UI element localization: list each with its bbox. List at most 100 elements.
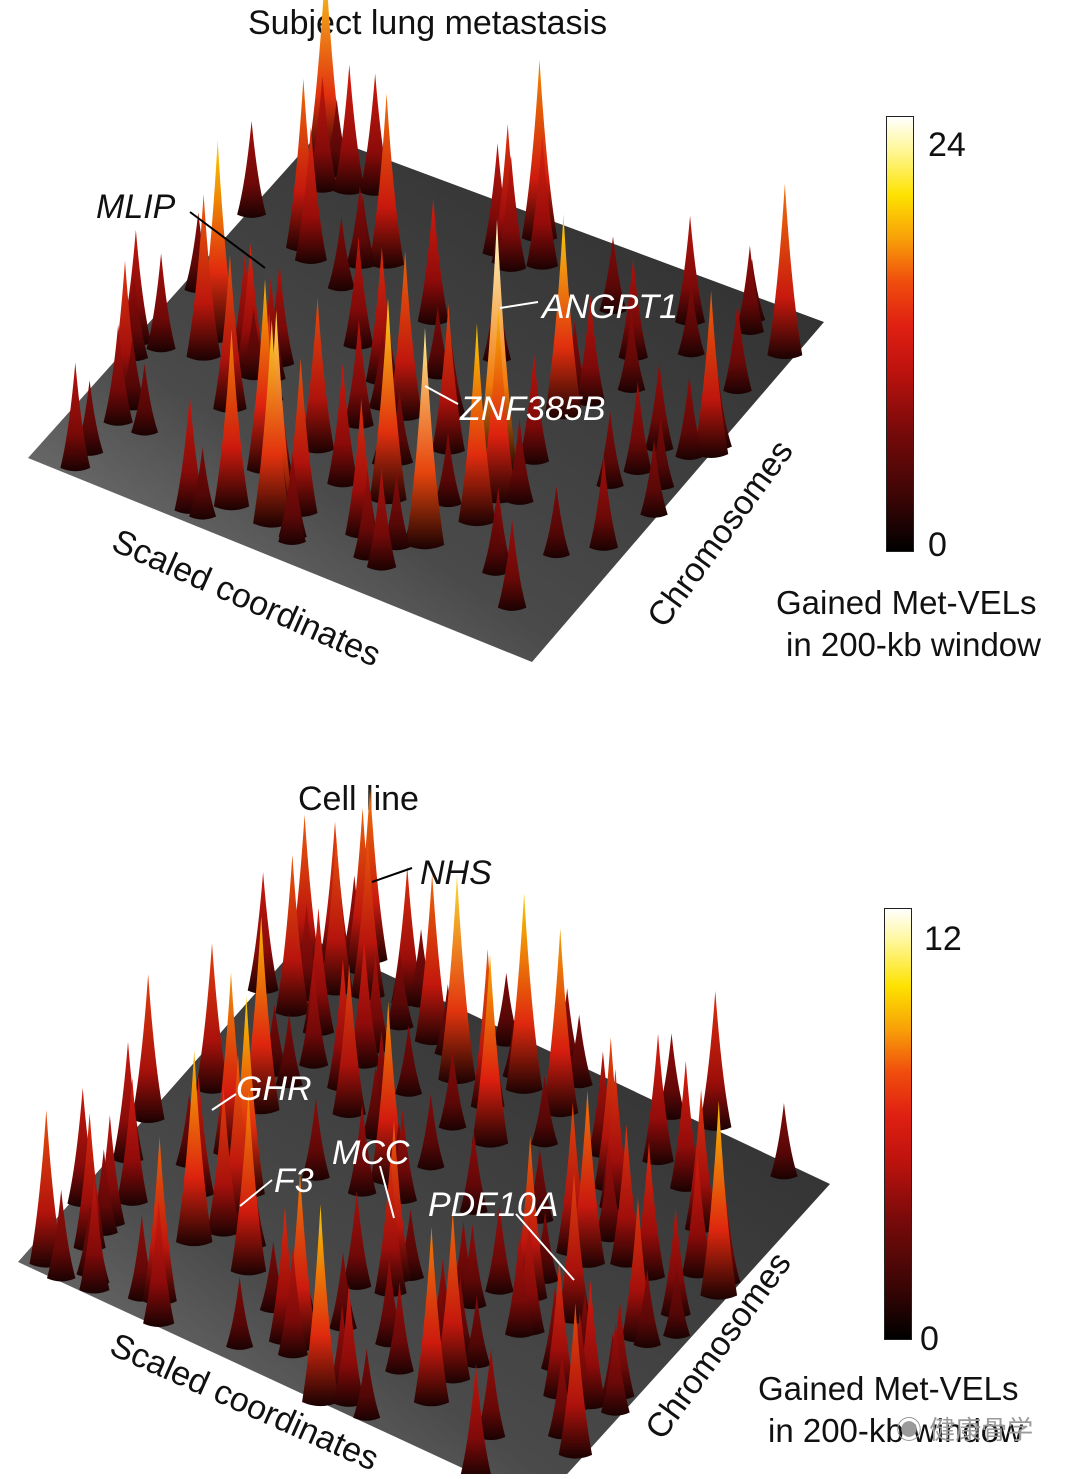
- surface-peak: [143, 1200, 175, 1327]
- gene-callouts: MLIP ANGPT1 ZNF385B: [96, 188, 678, 428]
- surface-peak: [385, 950, 414, 1031]
- surface-peak: [645, 361, 674, 453]
- surface-peak: [660, 1207, 691, 1318]
- colorbar: [886, 116, 914, 552]
- surface-peak: [346, 186, 374, 269]
- surface-peak: [681, 1152, 713, 1279]
- surface-peak: [319, 836, 354, 996]
- surface-peak: [230, 1091, 267, 1276]
- callout-leader: [499, 301, 539, 309]
- colorbar-min-label: 0: [920, 1320, 939, 1358]
- surface-peak: [382, 472, 411, 551]
- surface-peak: [385, 1281, 414, 1375]
- surface-peak: [700, 1100, 738, 1300]
- callout-leader: [424, 385, 459, 405]
- bottom-surface-panel: Cell line NHS GHR F3 MCC PDE10A Scaled c…: [0, 760, 1080, 1478]
- surface-peak: [589, 455, 619, 551]
- surface-peak: [369, 298, 407, 505]
- surface-peak: [366, 467, 397, 571]
- surface-peak: [434, 432, 462, 508]
- surface-peak: [699, 990, 732, 1131]
- surface-peak: [601, 1322, 630, 1416]
- surface-peak: [497, 519, 527, 611]
- surface-peak: [480, 308, 517, 504]
- surface-peak: [495, 155, 527, 272]
- surface-peak: [521, 59, 558, 243]
- surface-peak: [46, 1189, 76, 1282]
- surface-peak: [476, 1347, 506, 1441]
- surface-peak: [395, 1024, 423, 1097]
- watermark-text: 健康骨学: [929, 1415, 1034, 1445]
- colorbar-title-line: Gained Met-VELs: [758, 1370, 1019, 1407]
- surface-peak: [369, 93, 405, 269]
- surface-peak: [413, 1226, 450, 1407]
- colorbar-title-line: in 200-kb window: [768, 1412, 1023, 1449]
- gene-label: NHS: [420, 854, 492, 892]
- surface-peak: [542, 928, 579, 1118]
- surface-peak: [618, 257, 648, 361]
- surface-peak: [307, 75, 338, 193]
- peaks: [60, 0, 803, 611]
- surface-peak: [526, 136, 559, 270]
- surface-peak: [237, 120, 267, 218]
- surface-peak: [435, 1210, 471, 1384]
- surface-peak: [327, 363, 359, 488]
- surface-peak: [213, 254, 247, 413]
- chart-title: Cell line: [298, 780, 419, 818]
- callout-leader: [211, 1093, 237, 1111]
- colorbar-title: Gained Met-VELs in 200-kb window: [758, 1368, 1023, 1452]
- surface-peak: [723, 301, 752, 395]
- surface-peak: [485, 1202, 514, 1295]
- surface-peak: [595, 1146, 624, 1243]
- surface-peak: [633, 1269, 662, 1349]
- gene-label: PDE10A: [428, 1186, 558, 1224]
- gene-label: F3: [274, 1162, 314, 1200]
- surface-peak: [186, 193, 221, 361]
- surface-peak: [458, 323, 496, 527]
- surface-peak: [544, 213, 583, 420]
- surface-peak: [640, 439, 668, 518]
- surface-peak: [417, 197, 449, 325]
- surface-peak: [302, 1204, 339, 1407]
- surface-peak: [247, 872, 279, 994]
- gene-label: MCC: [332, 1134, 410, 1172]
- surface-peak: [299, 967, 329, 1069]
- surface-peak: [657, 1033, 686, 1120]
- top-surface-panel: Subject lung metastasis MLIP ANGPT1 ZNF3…: [0, 0, 1080, 700]
- peaks: [29, 787, 798, 1474]
- surface-peak: [294, 126, 327, 265]
- surface-peak: [207, 1087, 241, 1237]
- surface-peak: [770, 1102, 798, 1180]
- surface-peak: [417, 1093, 445, 1171]
- colorbar-max-label: 12: [924, 920, 962, 958]
- surface-peak: [350, 837, 385, 1001]
- surface-peak: [213, 329, 250, 511]
- surface-peak: [542, 486, 570, 559]
- surface-peak: [543, 1258, 576, 1400]
- surface-peak: [300, 297, 335, 454]
- colorbar-title-line: Gained Met-VELs: [776, 584, 1037, 621]
- colorbar-title: Gained Met-VELs in 200-kb window: [776, 582, 1041, 666]
- surface-peak: [348, 941, 380, 1069]
- surface-peak: [342, 1190, 372, 1290]
- callout-leader: [189, 211, 266, 269]
- surface-peak: [302, 1097, 330, 1181]
- surface-peak: [505, 892, 543, 1094]
- surface-peak: [116, 1077, 148, 1206]
- surface-peak: [414, 873, 450, 1046]
- surface-peak: [505, 418, 534, 505]
- surface-peak: [599, 236, 627, 315]
- surface-peak: [482, 503, 510, 576]
- surface-peak: [460, 1363, 491, 1474]
- colorbar-title-line: in 200-kb window: [786, 626, 1041, 663]
- surface-peak: [458, 1224, 487, 1310]
- surface-peak: [343, 319, 374, 429]
- surface-peak: [575, 294, 606, 407]
- surface-peak: [275, 1013, 303, 1089]
- gene-label: ZNF385B: [459, 390, 606, 428]
- surface-peak: [767, 183, 803, 360]
- chart-title: Subject lung metastasis: [248, 4, 608, 42]
- surface-peak: [677, 283, 705, 358]
- surface-peak: [175, 1050, 213, 1247]
- surface-peak: [565, 1014, 593, 1089]
